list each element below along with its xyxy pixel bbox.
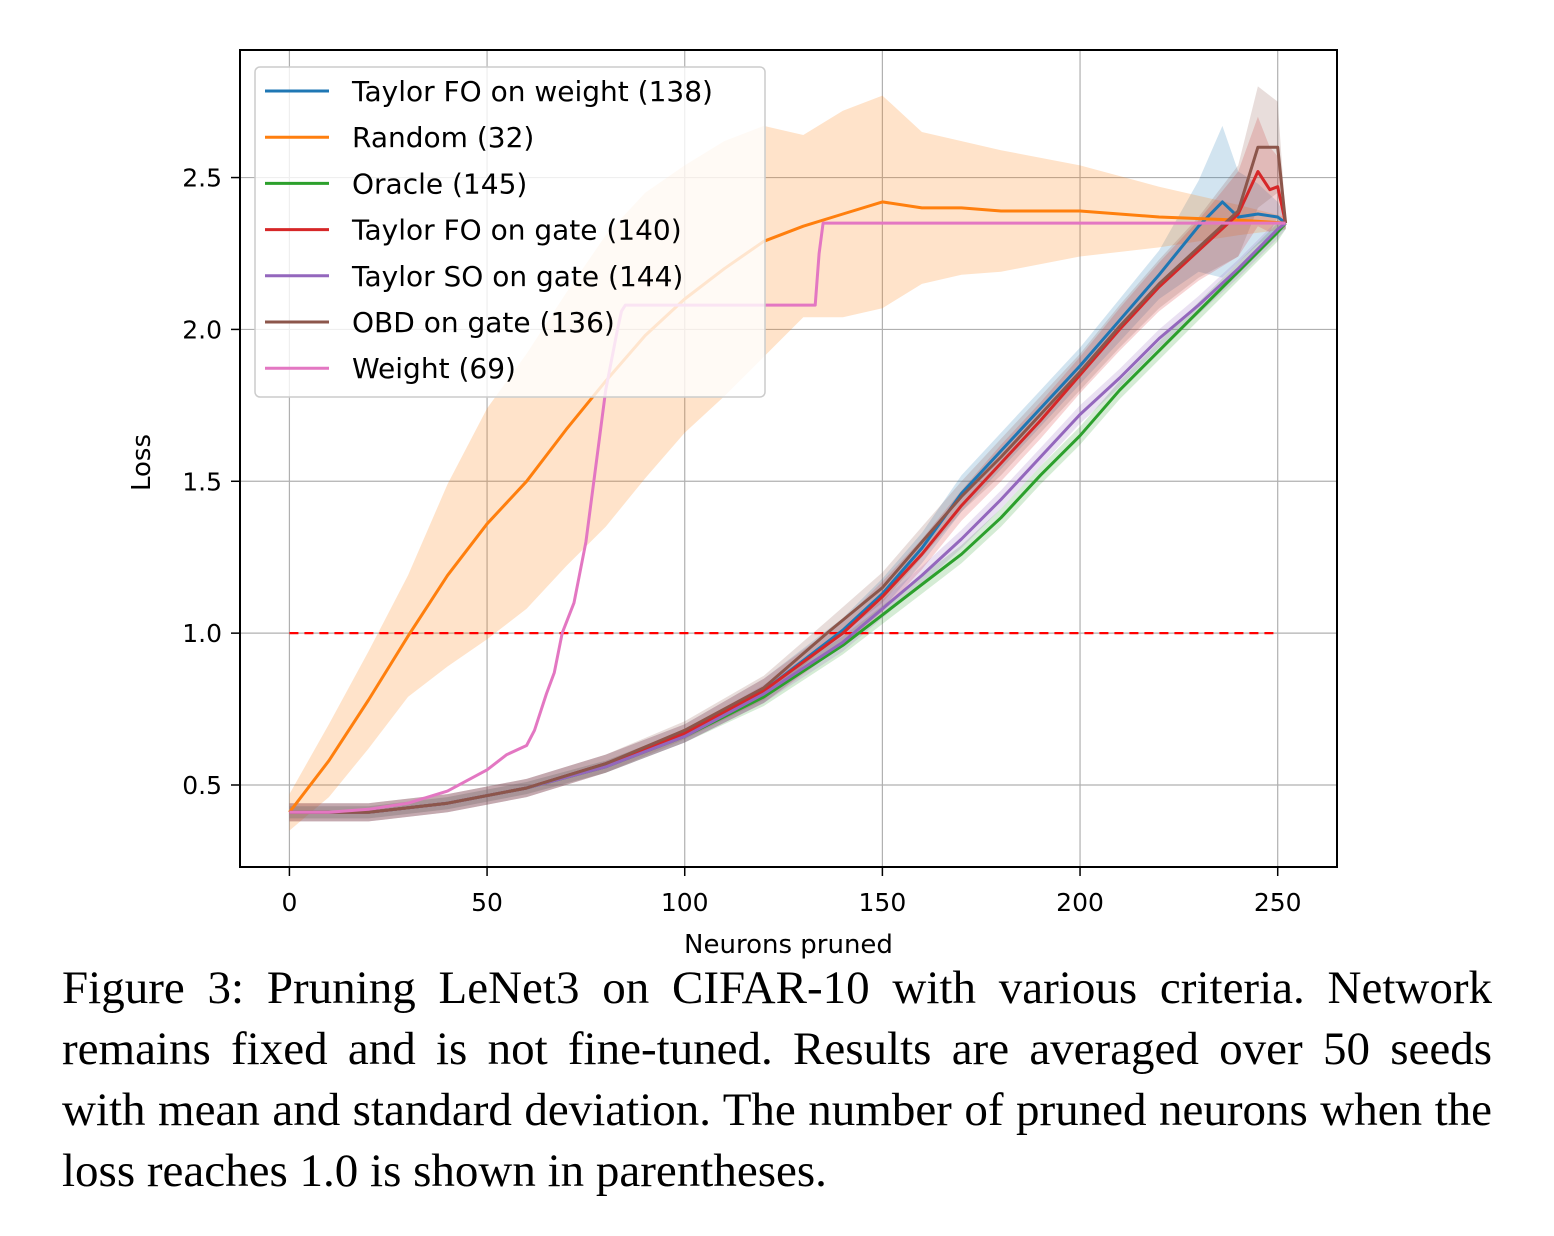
x-tick-label-1: 50 [471,888,503,917]
y-tick-label-0: 0.5 [182,771,222,800]
plot-frame [239,49,1338,868]
x-axis-label: Neurons pruned [684,930,893,960]
legend-label-1: Random (32) [352,121,534,154]
y-tick-label-4: 2.5 [182,164,222,193]
x-tick-label-4: 200 [1056,888,1104,917]
x-tick-label-2: 100 [661,888,709,917]
axis-ticks: 0 50 100 150 200 250 0.5 1.0 1.5 2.0 2.5 [182,164,1301,917]
legend: Taylor FO on weight (138) Random (32) Orac… [254,66,766,398]
legend-label-2: Oracle (145) [352,167,527,200]
legend-label-3: Taylor FO on gate (140) [351,214,682,247]
legend-box [254,66,766,398]
legend-label-5: OBD on gate (136) [352,306,615,339]
figure-caption: Figure 3: Pruning LeNet3 on CIFAR-10 wit… [62,962,1492,1197]
y-tick-label-3: 2.0 [182,315,222,344]
series-lines [288,145,1288,814]
band-1 [289,95,1286,831]
legend-label-4: Taylor SO on gate (144) [351,260,683,293]
y-tick-label-2: 1.5 [182,467,222,496]
legend-label-6: Weight (69) [352,352,516,385]
x-tick-label-3: 150 [859,888,907,917]
y-tick-label-1: 1.0 [182,619,222,648]
y-axis-label: Loss [127,434,157,491]
x-tick-label-5: 250 [1254,888,1302,917]
x-tick-label-0: 0 [281,888,297,917]
legend-label-0: Taylor FO on weight (138) [351,75,713,108]
